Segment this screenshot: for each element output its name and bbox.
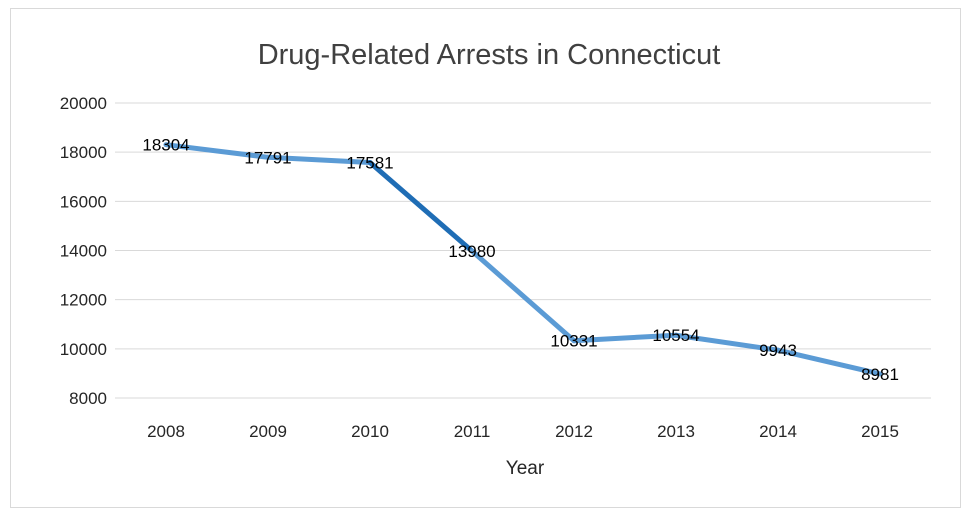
line-segment	[775, 347, 883, 377]
x-tick-label: 2012	[555, 422, 593, 441]
x-tick-label: 2014	[759, 422, 797, 441]
y-tick-label: 16000	[60, 192, 107, 211]
data-label: 18304	[142, 136, 189, 155]
line-segment	[265, 154, 373, 165]
x-tick-label: 2015	[861, 422, 899, 441]
x-tick-label: 2010	[351, 422, 389, 441]
data-label: 17581	[346, 153, 393, 172]
gridlines	[115, 102, 931, 399]
y-tick-label: 20000	[60, 94, 107, 113]
y-tick-label: 8000	[69, 389, 107, 408]
data-line	[163, 142, 883, 377]
x-tick-label: 2008	[147, 422, 185, 441]
line-segment	[571, 332, 679, 344]
data-label: 9943	[759, 341, 797, 360]
x-axis-title: Year	[506, 458, 545, 479]
line-segment	[469, 248, 577, 344]
line-segment	[673, 332, 781, 353]
line-chart: Drug-Related Arrests in Connecticut 8000…	[60, 39, 931, 479]
data-label: 8981	[861, 365, 899, 384]
data-label: 17791	[244, 148, 291, 167]
data-labels: 18304 17791 17581 13980 10331 10554 9943 8981	[142, 136, 899, 384]
chart-frame: Drug-Related Arrests in Connecticut 8000…	[10, 8, 961, 508]
x-tick-label: 2011	[454, 422, 491, 441]
data-label: 10331	[550, 332, 597, 351]
line-segment	[163, 142, 271, 160]
line-segment	[367, 159, 475, 254]
y-tick-label: 14000	[60, 242, 107, 261]
y-tick-label: 12000	[60, 291, 107, 310]
data-label: 10554	[652, 326, 699, 345]
y-tick-label: 10000	[60, 340, 107, 359]
x-axis-ticks: 2008 2009 2010 2011 2012 2013 2014 2015	[147, 422, 899, 441]
y-axis-ticks: 8000 10000 12000 14000 16000 18000 20000	[60, 94, 107, 408]
x-tick-label: 2009	[249, 422, 287, 441]
data-label: 13980	[448, 242, 495, 261]
chart-title: Drug-Related Arrests in Connecticut	[258, 39, 721, 71]
x-tick-label: 2013	[657, 422, 695, 441]
y-tick-label: 18000	[60, 143, 107, 162]
